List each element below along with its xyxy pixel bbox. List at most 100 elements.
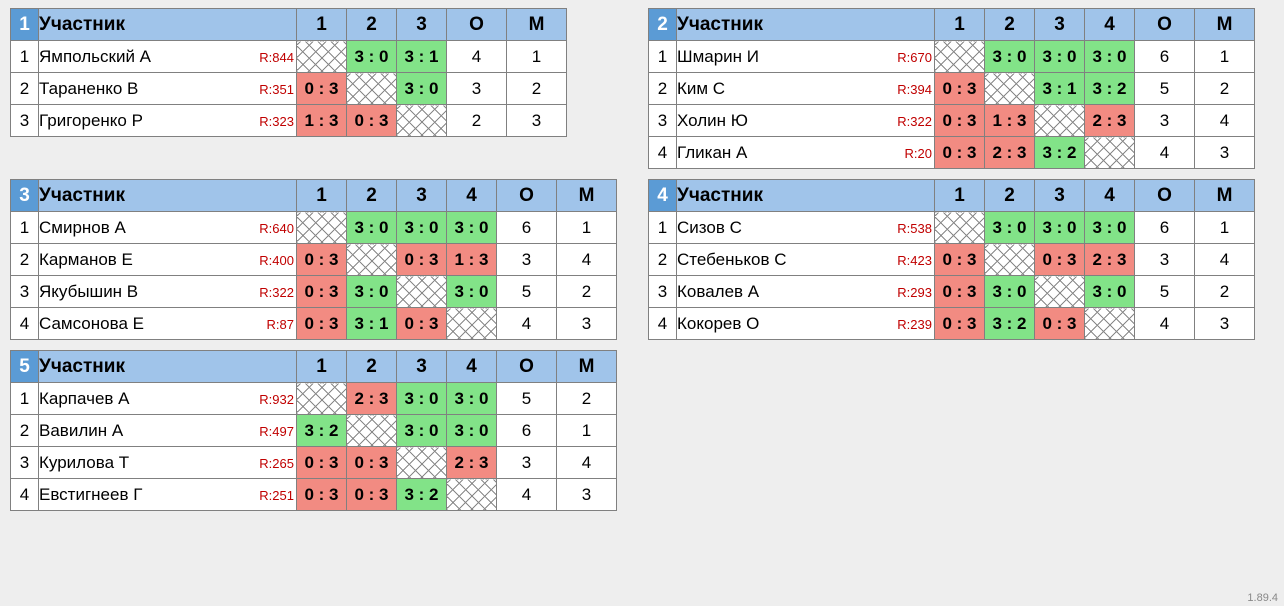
m-cell: 2 [557,383,617,415]
col-header-round: 3 [397,9,447,41]
group-number: 2 [649,9,677,41]
self-cell [297,383,347,415]
participant-cell: Курилова Т R:265 [39,447,297,479]
col-header-round: 3 [1035,9,1085,41]
participant-name: Сизов С [677,218,742,238]
o-cell: 5 [1135,73,1195,105]
score-cell: 3 : 0 [1085,276,1135,308]
row-index: 2 [11,415,39,447]
score-cell: 0 : 3 [347,105,397,137]
group-table: 3Участник1234ОМ1Смирнов АR:6403 : 03 : 0… [10,179,617,340]
participant-cell: Холин ЮR:322 [677,105,935,137]
o-cell: 3 [497,244,557,276]
col-header-m: М [1195,180,1255,212]
participant-cell: Карманов ЕR:400 [39,244,297,276]
m-cell: 3 [557,308,617,340]
score-cell: 3 : 2 [1035,137,1085,169]
participant-cell: Ким СR:394 [677,73,935,105]
participant-name: Самсонова Е [39,314,144,334]
score-cell: 0 : 3 [397,244,447,276]
participant-row: 1Сизов СR:5383 : 03 : 03 : 061 [649,212,1255,244]
self-cell [347,244,397,276]
o-cell: 3 [497,447,557,479]
m-cell: 3 [1195,308,1255,340]
participant-cell: Ямпольский АR:844 [39,41,297,73]
col-header-round: 1 [297,180,347,212]
score-cell: 3 : 0 [447,415,497,447]
score-cell: 2 : 3 [1085,244,1135,276]
o-cell: 6 [1135,212,1195,244]
score-cell: 3 : 1 [397,41,447,73]
o-cell: 4 [497,308,557,340]
row-index: 4 [649,308,677,340]
score-cell: 3 : 0 [1085,41,1135,73]
o-cell: 6 [497,415,557,447]
col-header-round: 1 [297,351,347,383]
participant-cell: Гликан АR:20 [677,137,935,169]
o-cell: 4 [447,41,507,73]
participant-row: 4Евстигнеев ГR:2510 : 30 : 33 : 243 [11,479,617,511]
m-cell: 1 [1195,41,1255,73]
participant-rating: R:323 [259,114,296,129]
m-cell: 4 [557,244,617,276]
participant-cell: Григоренко РR:323 [39,105,297,137]
col-header-round: 2 [347,9,397,41]
participant-row: 2Тараненко ВR:3510 : 33 : 032 [11,73,567,105]
score-cell: 0 : 3 [935,308,985,340]
m-cell: 1 [557,415,617,447]
participant-cell: Тараненко ВR:351 [39,73,297,105]
score-cell: 3 : 0 [397,212,447,244]
score-cell: 3 : 0 [397,73,447,105]
row-index: 1 [11,212,39,244]
participant-row: 4Кокорев ОR:2390 : 33 : 20 : 343 [649,308,1255,340]
participant-name: Евстигнеев Г [39,485,142,505]
row-index: 1 [649,41,677,73]
col-header-round: 2 [347,180,397,212]
o-cell: 3 [447,73,507,105]
participant-rating: R:265 [259,456,296,471]
participant-rating: R:322 [259,285,296,300]
participant-name: Карпачев А [39,389,130,409]
col-header-o: О [1135,9,1195,41]
self-cell [1085,137,1135,169]
col-header-participant: Участник [677,180,935,212]
col-header-round: 3 [397,180,447,212]
score-cell: 3 : 2 [397,479,447,511]
row-index: 2 [11,73,39,105]
group-table: 4Участник1234ОМ1Сизов СR:5383 : 03 : 03 … [648,179,1255,340]
row-index: 2 [11,244,39,276]
group-number: 4 [649,180,677,212]
participant-name: Курилова Т [39,453,129,473]
score-cell: 3 : 0 [447,383,497,415]
score-cell: 0 : 3 [297,308,347,340]
self-cell [1085,308,1135,340]
participant-name: Холин Ю [677,111,748,131]
participant-rating: R:394 [897,82,934,97]
row-index: 4 [649,137,677,169]
participant-row: 2Карманов ЕR:4000 : 30 : 31 : 334 [11,244,617,276]
score-cell: 0 : 3 [935,244,985,276]
o-cell: 6 [497,212,557,244]
col-header-round: 4 [1085,180,1135,212]
score-cell: 3 : 0 [1085,212,1135,244]
group-number: 5 [11,351,39,383]
score-cell: 1 : 3 [985,105,1035,137]
participant-name: Смирнов А [39,218,126,238]
participant-row: 3Курилова ТR:2650 : 30 : 32 : 334 [11,447,617,479]
col-header-o: О [1135,180,1195,212]
score-cell: 3 : 0 [397,415,447,447]
col-header-participant: Участник [677,9,935,41]
col-header-o: О [497,180,557,212]
participant-rating: R:497 [259,424,296,439]
score-cell: 3 : 0 [447,276,497,308]
self-cell [347,73,397,105]
score-cell: 3 : 0 [1035,41,1085,73]
o-cell: 4 [1135,137,1195,169]
participant-rating: R:423 [897,253,934,268]
participant-cell: Карпачев АR:932 [39,383,297,415]
row-index: 3 [11,447,39,479]
score-cell: 0 : 3 [297,73,347,105]
score-cell: 0 : 3 [1035,308,1085,340]
group-table: 2Участник1234ОМ1Шмарин ИR:6703 : 03 : 03… [648,8,1255,169]
participant-row: 2Вавилин АR:4973 : 23 : 03 : 061 [11,415,617,447]
